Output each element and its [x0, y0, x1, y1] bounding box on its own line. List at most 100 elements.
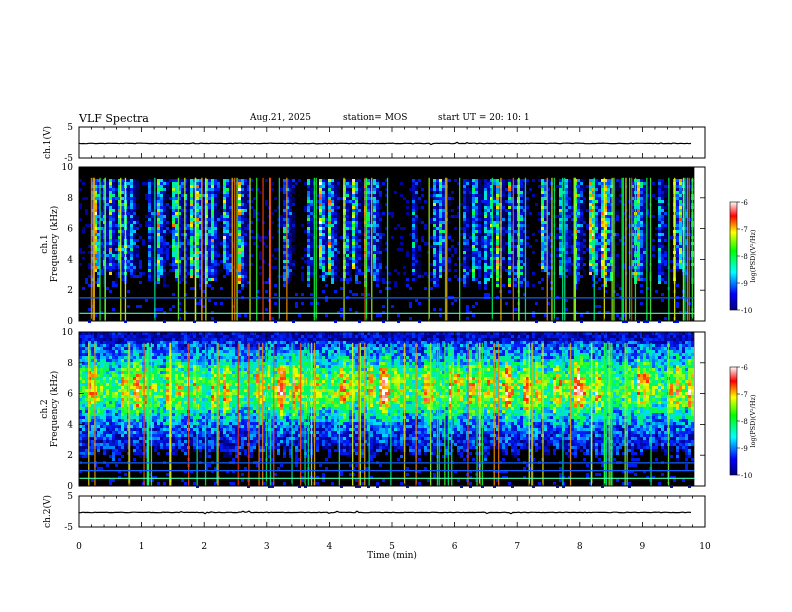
- ch1-spectrogram-cell: [244, 239, 247, 242]
- ch1-spectrogram-cell: [547, 221, 550, 224]
- ch1-spectrogram-cell: [331, 209, 334, 212]
- ch1-spectrogram-cell: [106, 206, 109, 209]
- ch1-spectrogram-cell: [637, 236, 640, 239]
- ch1-spectrogram-cell: [175, 275, 178, 278]
- ch1-spectrogram-cell: [289, 260, 292, 263]
- ch1-spectrogram-cell: [466, 278, 469, 281]
- ch1-spectrogram-cell: [658, 248, 661, 251]
- ch1-spectrogram-cell: [250, 185, 253, 188]
- ch1-spectrogram-cell: [289, 185, 292, 188]
- ch1-spectrogram-cell: [121, 185, 124, 188]
- ch1-spectrogram-cell: [328, 257, 331, 260]
- ch1-spectrogram-cell: [226, 218, 229, 221]
- ch1-spectrogram-cell: [562, 233, 565, 236]
- ch1-spectrogram-cell: [232, 182, 235, 185]
- ch1-spectrogram-cell: [580, 248, 583, 251]
- ch1-spectrogram-cell: [511, 224, 514, 227]
- ch1-spectrogram-cell: [238, 197, 241, 200]
- ch1-spectrogram-cell: [433, 269, 436, 272]
- ch1-spectrogram-cell: [196, 179, 199, 182]
- ch1-spectrogram-cell: [106, 233, 109, 236]
- ch1-spectrogram-cell: [412, 248, 415, 251]
- ch1-spectrogram-cell: [283, 206, 286, 209]
- ch1-spectrogram-cell: [187, 200, 190, 203]
- ch1-spectrogram-cell: [319, 236, 322, 239]
- ch1-spectrogram-cell: [145, 194, 148, 197]
- ch1-spectrogram-cell: [229, 179, 232, 182]
- ch1-spectrogram-cell: [106, 269, 109, 272]
- ch1-spectrogram-cell: [643, 254, 646, 257]
- ch1-spectrogram-cell: [637, 248, 640, 251]
- ch1-spectrogram-cell: [520, 185, 523, 188]
- ch1-spectrogram-cell: [166, 188, 169, 191]
- ch1-spectrogram-cell: [226, 248, 229, 251]
- ch1-spectrogram-cell: [106, 236, 109, 239]
- ch1-spectrogram-cell: [472, 263, 475, 266]
- ch1-spectrogram-cell: [220, 206, 223, 209]
- ch1-spectrogram-cell: [214, 212, 217, 215]
- ch1-spectrogram-cell: [151, 236, 154, 239]
- ch1-spectrogram-cell: [238, 191, 241, 194]
- ch1-spectrogram-cell: [259, 191, 262, 194]
- ch1-spectrogram-cell: [541, 200, 544, 203]
- ch1-spectrogram-cell: [604, 275, 607, 278]
- ch1-spectrogram-cell: [172, 191, 175, 194]
- ch1-spectrogram-cell: [148, 215, 151, 218]
- ch1-spectrogram-cell: [211, 242, 214, 245]
- ch1-spectrogram-cell: [607, 197, 610, 200]
- ch1-spectrogram-cell: [322, 266, 325, 269]
- ch1-spectrogram-cell: [523, 254, 526, 257]
- ch1-spectrogram-cell: [373, 275, 376, 278]
- ch1-spectrogram-cell: [487, 227, 490, 230]
- ch1-spectrogram-cell: [541, 278, 544, 281]
- ch1-spectrogram-cell: [661, 182, 664, 185]
- ch1-spectrogram-cell: [328, 242, 331, 245]
- ch1-spectrogram-cell: [472, 251, 475, 254]
- ch1-spectrogram-cell: [373, 269, 376, 272]
- ch1-spectrogram-cell: [523, 257, 526, 260]
- ch1-spectrogram-cell: [328, 251, 331, 254]
- ch1-spectrogram-cell: [346, 197, 349, 200]
- ch1-spectrogram-cell: [244, 263, 247, 266]
- ch1-spectrogram-cell: [133, 236, 136, 239]
- ch1-spectrogram-cell: [436, 209, 439, 212]
- ch1-spectrogram-cell: [91, 248, 94, 251]
- ch1-spectrogram-cell: [133, 275, 136, 278]
- ch1-spectrogram-cell: [475, 248, 478, 251]
- ch1-spectrogram-cell: [616, 272, 619, 275]
- ch1-spectrogram-cell: [130, 251, 133, 254]
- ch1-spectrogram-cell: [619, 185, 622, 188]
- ch1-spectrogram-cell: [502, 251, 505, 254]
- ch1-spectrogram-cell: [631, 191, 634, 194]
- ch1-spectrogram-cell: [190, 209, 193, 212]
- ch1-spectrogram-cell: [127, 245, 130, 248]
- ch1-spectrogram-cell: [334, 215, 337, 218]
- ch1-spectrogram-cell: [136, 185, 139, 188]
- ch1-spectrogram-cell: [595, 221, 598, 224]
- ch1-spectrogram-cell: [337, 269, 340, 272]
- ch1-spectrogram-cell: [127, 203, 130, 206]
- ch1-spectrogram-cell: [307, 233, 310, 236]
- ch1-spectrogram-cell: [106, 251, 109, 254]
- ch1-spectrogram-cell: [232, 275, 235, 278]
- ch1-spectrogram-cell: [175, 239, 178, 242]
- ch1-spectrogram-cell: [100, 266, 103, 269]
- ch1-spectrogram-cell: [514, 278, 517, 281]
- ch1-spectrogram-cell: [376, 269, 379, 272]
- ch1-spectrogram-cell: [472, 269, 475, 272]
- ch1-spectrogram-cell: [541, 227, 544, 230]
- ch1-spectrogram-cell: [160, 248, 163, 251]
- ch1-spectrogram-cell: [640, 239, 643, 242]
- ch1-spectrogram-cell: [172, 182, 175, 185]
- ch1-spectrogram-cell: [652, 245, 655, 248]
- ch1-spectrogram-cell: [463, 191, 466, 194]
- ch1-spectrogram-cell: [346, 200, 349, 203]
- ch1-spectrogram-cell: [244, 260, 247, 263]
- ch1-spectrogram-cell: [187, 212, 190, 215]
- ch1-spectrogram-cell: [328, 221, 331, 224]
- ch1-spectrogram-cell: [355, 281, 358, 284]
- ch1-spectrogram-cell: [106, 200, 109, 203]
- ch1-spectrogram-cell: [250, 254, 253, 257]
- ch1-spectrogram-cell: [565, 212, 568, 215]
- ch1-spectrogram-cell: [589, 182, 592, 185]
